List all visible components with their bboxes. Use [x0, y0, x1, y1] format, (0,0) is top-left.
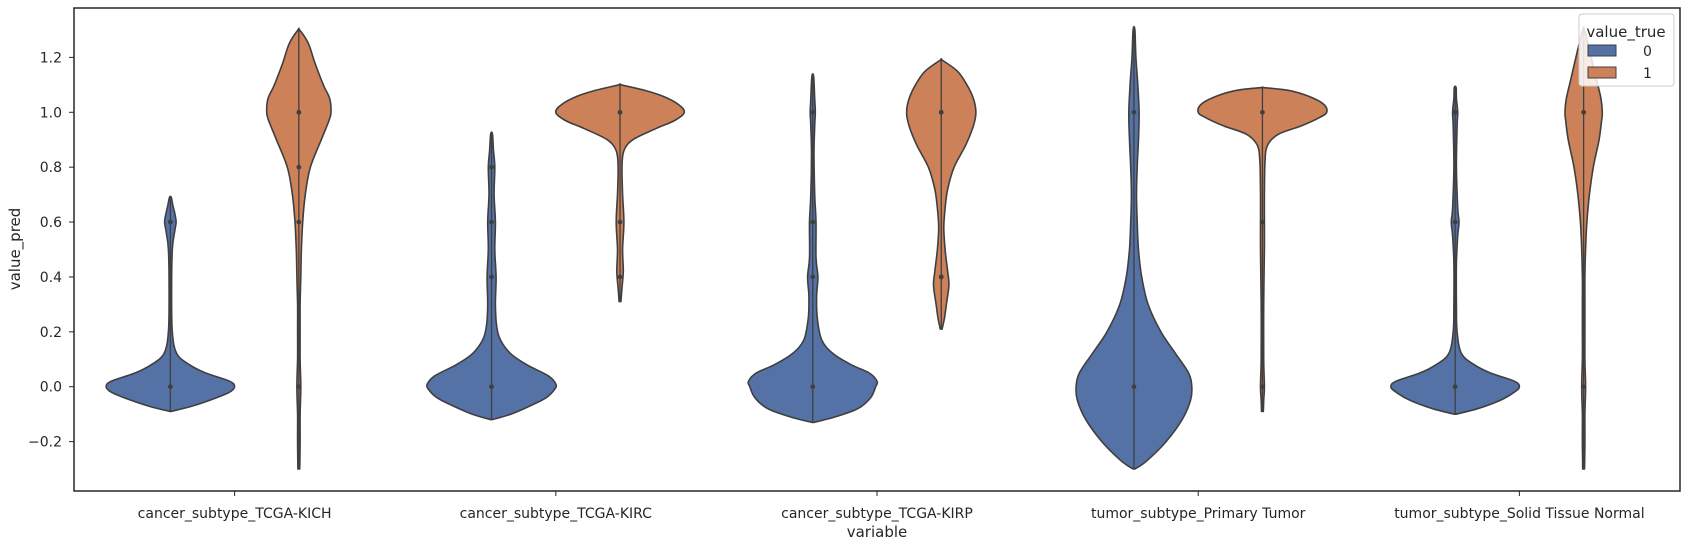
data-point: [296, 164, 302, 170]
data-point: [617, 109, 623, 115]
data-point: [489, 164, 494, 170]
x-tick-label: tumor_subtype_Primary Tumor: [1091, 506, 1306, 522]
data-point: [810, 219, 816, 225]
data-point: [617, 274, 623, 280]
data-point: [1452, 219, 1458, 225]
y-axis-label: value_pred: [6, 208, 25, 291]
y-tick-label: 1.2: [40, 50, 62, 66]
y-tick-label: 0.4: [40, 270, 62, 286]
legend-label-1: 1: [1643, 66, 1652, 82]
x-tick-label: tumor_subtype_Solid Tissue Normal: [1394, 506, 1644, 522]
y-tick-label: 0.8: [40, 160, 62, 176]
data-point: [617, 219, 623, 225]
data-point: [296, 384, 302, 390]
data-point: [1581, 384, 1587, 390]
y-tick-label: 0.2: [40, 325, 62, 341]
legend-swatch-1: [1587, 66, 1617, 79]
data-point: [938, 274, 944, 280]
data-point: [296, 109, 302, 115]
data-point: [1131, 109, 1137, 115]
legend-label-0: 0: [1643, 44, 1652, 60]
data-point: [1260, 219, 1265, 225]
y-tick-label: 0.6: [40, 215, 62, 231]
legend: value_true 0 1: [1578, 13, 1675, 87]
legend-swatch-0: [1587, 44, 1617, 57]
data-point: [1452, 109, 1458, 115]
data-point: [1581, 109, 1587, 115]
x-axis: cancer_subtype_TCGA-KICH cancer_subtype_T…: [138, 491, 1645, 522]
x-axis-label: variable: [847, 523, 908, 541]
data-point: [167, 384, 173, 390]
y-axis: −0.2 0.0 0.2 0.4 0.6 0.8 1.0 1.2: [28, 50, 74, 451]
x-tick-label: cancer_subtype_TCGA-KICH: [138, 506, 332, 522]
data-point: [938, 109, 944, 115]
data-point: [489, 384, 494, 390]
y-tick-label: 0.0: [40, 380, 62, 396]
violins-layer: [105, 25, 1604, 470]
y-tick-label: 1.0: [40, 105, 62, 121]
data-point: [810, 384, 816, 390]
legend-title: value_true: [1586, 23, 1665, 42]
data-point: [489, 219, 494, 225]
data-point: [296, 219, 302, 225]
data-point: [810, 109, 816, 115]
x-tick-label: cancer_subtype_TCGA-KIRP: [781, 506, 973, 522]
data-point: [1131, 384, 1137, 390]
x-tick-label: cancer_subtype_TCGA-KIRC: [460, 506, 653, 522]
data-point: [167, 219, 173, 225]
data-point: [810, 274, 816, 280]
y-tick-label: −0.2: [28, 435, 62, 451]
data-point: [1452, 384, 1458, 390]
points-layer: [167, 109, 1587, 390]
data-point: [1260, 109, 1265, 115]
data-point: [489, 274, 494, 280]
data-point: [1260, 384, 1265, 390]
